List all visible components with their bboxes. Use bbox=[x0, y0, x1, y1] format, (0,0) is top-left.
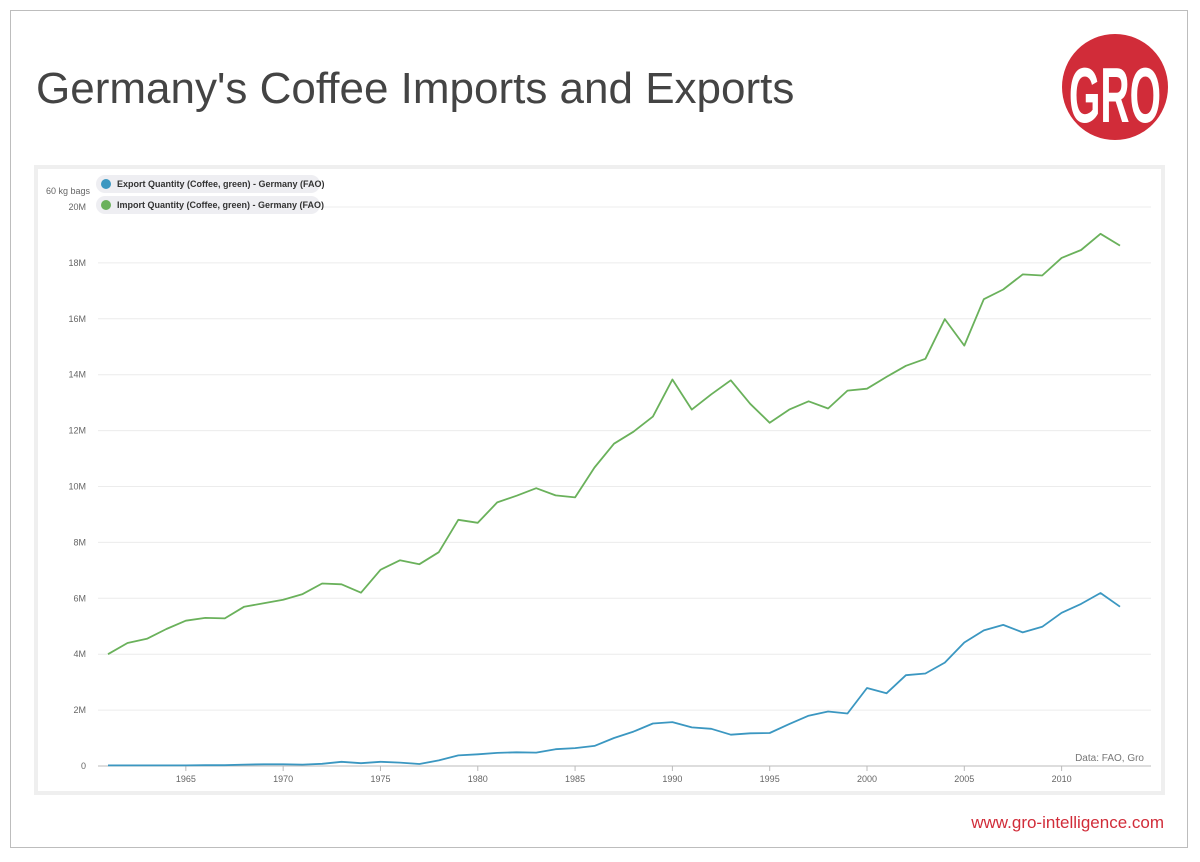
y-tick-label: 0 bbox=[81, 761, 86, 771]
gro-logo: GRO bbox=[1062, 34, 1168, 140]
chart-grid bbox=[98, 206, 1151, 767]
x-tick-label: 1975 bbox=[370, 774, 390, 784]
legend-marker bbox=[101, 200, 111, 210]
line-chart: 0 2M 4M 6M 8M 10M 12M 14M 16M 18M 20M 1965 1970 1975… bbox=[46, 175, 1151, 784]
logo-text: GRO bbox=[1069, 51, 1161, 139]
x-tick-label: 1980 bbox=[468, 774, 488, 784]
legend-item[interactable]: Export Quantity (Coffee, green) - German… bbox=[96, 175, 325, 193]
x-tick-label: 1985 bbox=[565, 774, 585, 784]
footer-url[interactable]: www.gro-intelligence.com bbox=[971, 813, 1164, 832]
chart-card: 0 2M 4M 6M 8M 10M 12M 14M 16M 18M 20M 1965 1970 1975… bbox=[34, 165, 1165, 795]
legend-label: Export Quantity (Coffee, green) - German… bbox=[117, 179, 325, 189]
x-axis: 1965 1970 1975 1980 1985 1990 1995 2000 2005 2010 bbox=[176, 766, 1072, 784]
x-tick-label: 1995 bbox=[760, 774, 780, 784]
legend-pill bbox=[96, 175, 320, 193]
legend-marker bbox=[101, 179, 111, 189]
y-tick-label: 8M bbox=[73, 537, 86, 547]
y-tick-label: 6M bbox=[73, 593, 86, 603]
y-axis-label: 60 kg bags bbox=[46, 186, 91, 196]
y-tick-label: 18M bbox=[68, 258, 86, 268]
legend-pill bbox=[96, 196, 320, 214]
y-tick-label: 2M bbox=[73, 705, 86, 715]
x-tick-label: 2005 bbox=[954, 774, 974, 784]
x-tick-label: 1990 bbox=[662, 774, 682, 784]
source-note: Data: FAO, Gro bbox=[1075, 753, 1144, 764]
y-tick-label: 20M bbox=[68, 202, 86, 212]
chart-legend: Export Quantity (Coffee, green) - German… bbox=[96, 175, 325, 214]
y-axis: 0 2M 4M 6M 8M 10M 12M 14M 16M 18M 20M bbox=[68, 202, 86, 771]
x-tick-label: 2000 bbox=[857, 774, 877, 784]
chart-series bbox=[107, 232, 1121, 767]
y-tick-label: 4M bbox=[73, 649, 86, 659]
legend-label: Import Quantity (Coffee, green) - German… bbox=[117, 200, 324, 210]
legend-item[interactable]: Import Quantity (Coffee, green) - German… bbox=[96, 196, 324, 214]
page-title: Germany's Coffee Imports and Exports bbox=[36, 64, 795, 113]
y-tick-label: 14M bbox=[68, 370, 86, 380]
y-tick-label: 10M bbox=[68, 482, 86, 492]
chart-area: 0 2M 4M 6M 8M 10M 12M 14M 16M 18M 20M 1965 1970 1975… bbox=[38, 169, 1161, 791]
y-tick-label: 12M bbox=[68, 426, 86, 436]
x-tick-label: 2010 bbox=[1052, 774, 1072, 784]
export-series-line[interactable] bbox=[108, 592, 1121, 767]
x-tick-label: 1970 bbox=[273, 774, 293, 784]
y-tick-label: 16M bbox=[68, 314, 86, 324]
x-tick-label: 1965 bbox=[176, 774, 196, 784]
import-series-line[interactable] bbox=[107, 232, 1121, 655]
